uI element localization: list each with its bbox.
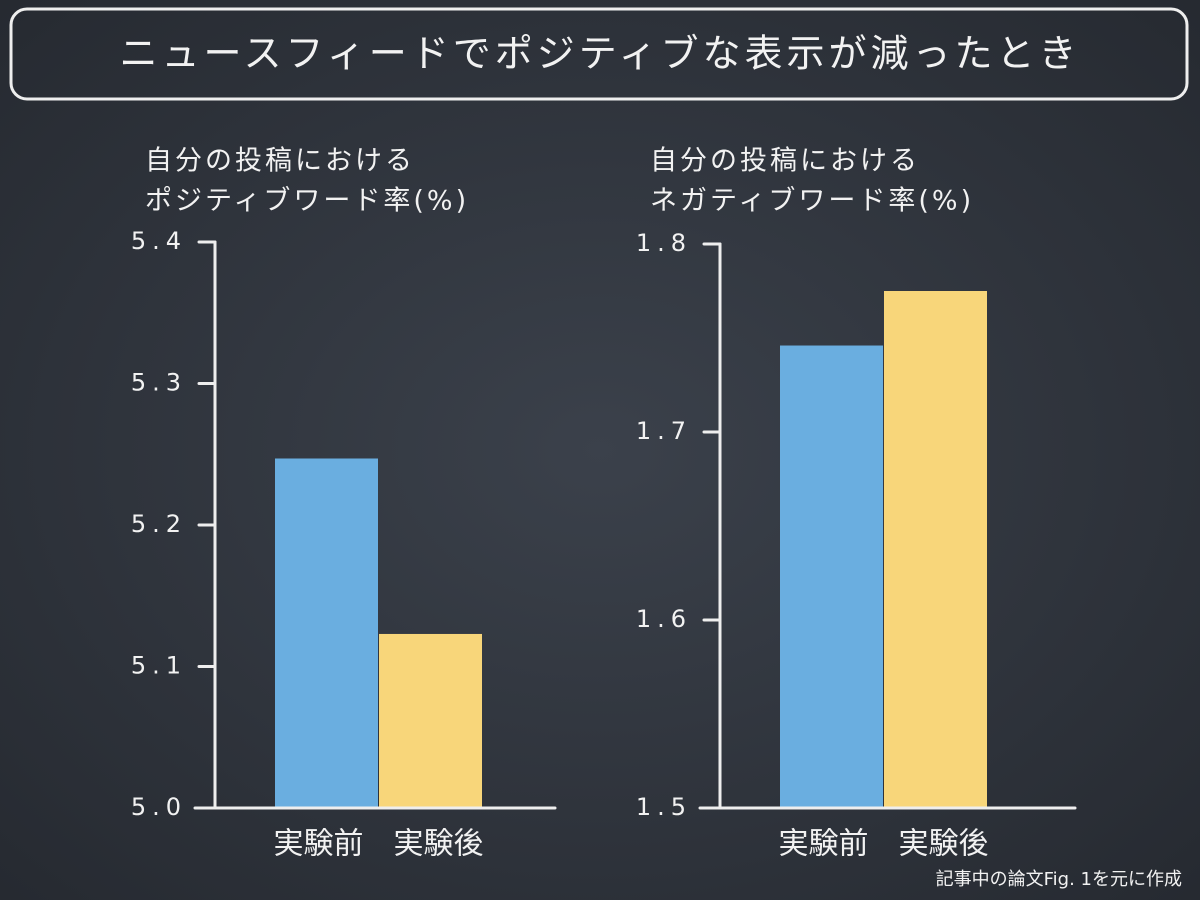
x-tick-label: 実験前 bbox=[274, 827, 364, 862]
bar bbox=[884, 291, 987, 808]
y-tick-label: 5.2 bbox=[131, 510, 187, 538]
y-tick-label: 1.8 bbox=[636, 229, 692, 257]
x-tick-label: 実験後 bbox=[899, 827, 989, 862]
footnote: 記事中の論文Fig. 1を元に作成 bbox=[936, 869, 1182, 890]
title: ニュースフィードでポジティブな表示が減ったとき bbox=[119, 32, 1080, 76]
y-tick-label: 1.6 bbox=[636, 605, 692, 633]
y-axis-label: 自分の投稿における bbox=[145, 146, 415, 177]
y-axis-label: ポジティブワード率(%) bbox=[145, 186, 469, 217]
title-box bbox=[9, 7, 1189, 101]
bar bbox=[780, 345, 883, 808]
y-tick-label: 1.7 bbox=[636, 417, 692, 445]
y-axis-label: ネガティブワード率(%) bbox=[650, 186, 974, 217]
y-tick-label: 5.3 bbox=[131, 369, 187, 397]
bar bbox=[379, 633, 482, 808]
y-tick-label: 1.5 bbox=[636, 793, 692, 821]
x-tick-label: 実験前 bbox=[779, 827, 869, 862]
y-tick-label: 5.1 bbox=[131, 652, 187, 680]
x-tick-label: 実験後 bbox=[394, 827, 484, 862]
bar bbox=[275, 458, 378, 808]
y-tick-label: 5.0 bbox=[131, 793, 187, 821]
y-tick-label: 5.4 bbox=[131, 227, 187, 255]
y-axis-label: 自分の投稿における bbox=[650, 146, 920, 177]
